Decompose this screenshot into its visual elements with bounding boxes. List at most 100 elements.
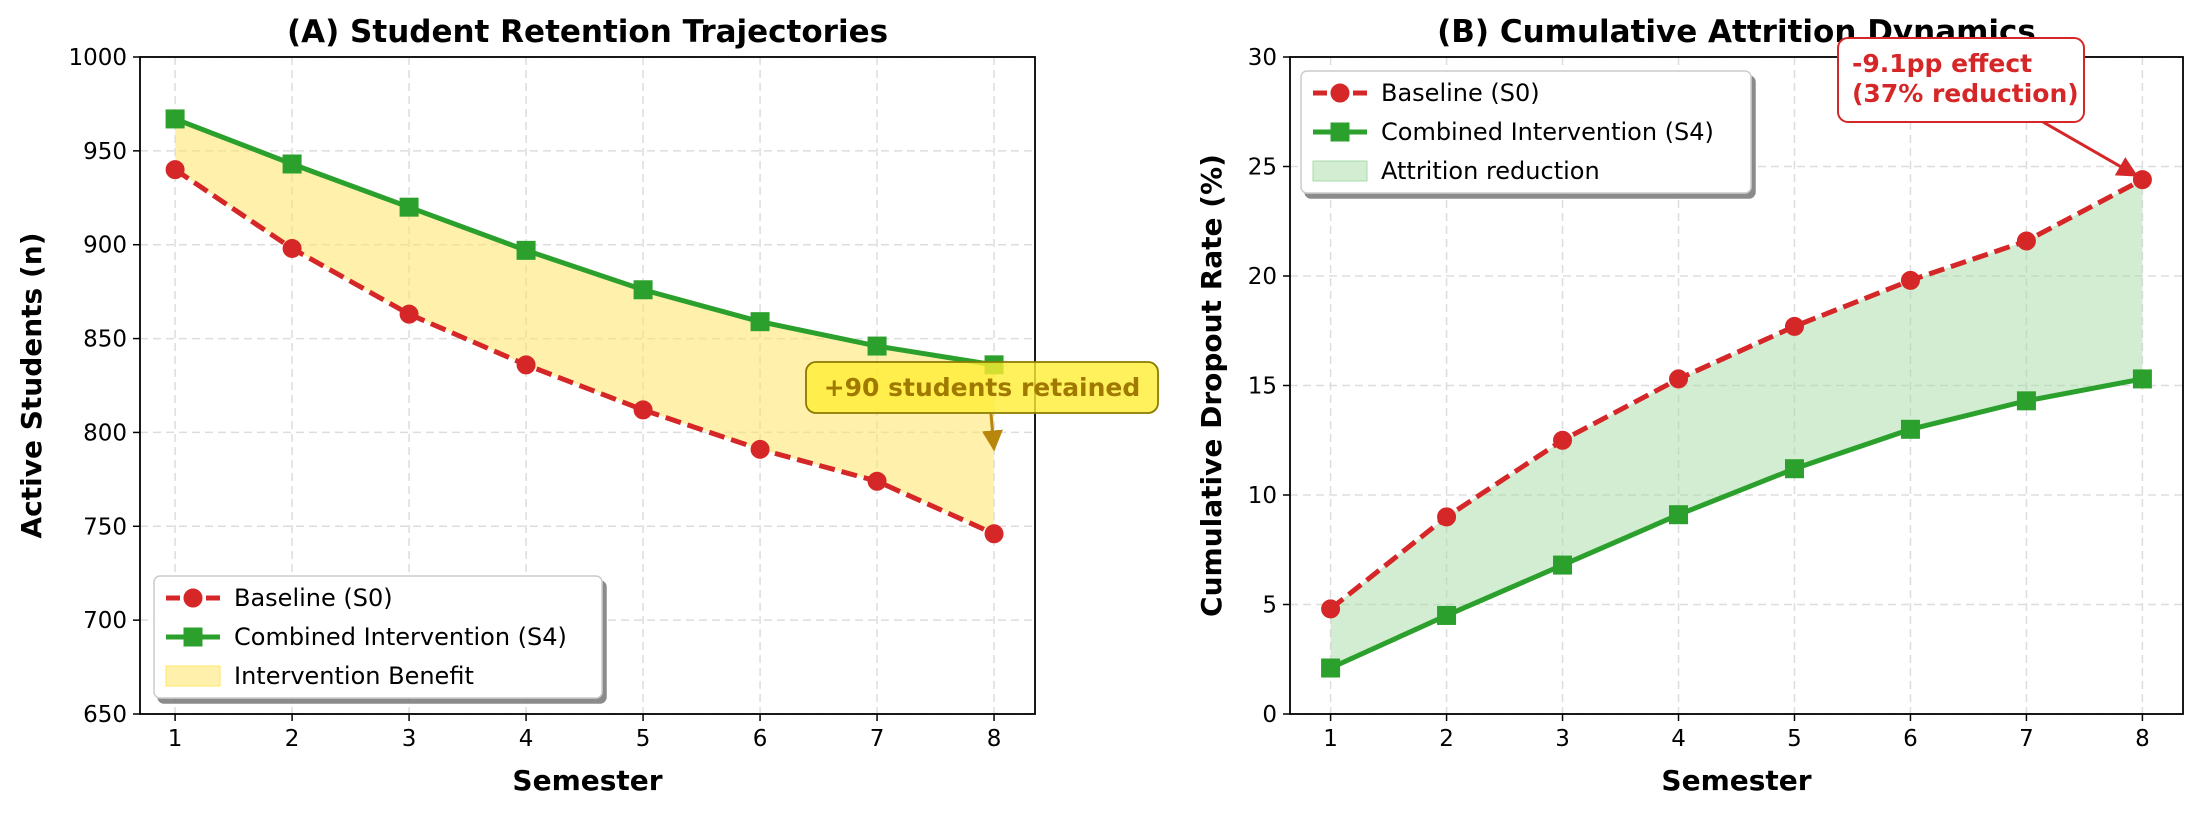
data-point <box>282 238 302 258</box>
legend: Baseline (S0) Combined Intervention (S4) A… <box>1300 70 1752 194</box>
y-tick-label: 20 <box>1248 264 1277 290</box>
y-axis-label: Active Students (n) <box>15 232 48 538</box>
annotation: -9.1pp effect(37% reduction) <box>1837 37 2139 177</box>
series-1 <box>1321 369 2152 678</box>
annotation-arrow <box>2042 120 2139 177</box>
x-tick-label: 1 <box>168 726 183 752</box>
data-point <box>984 524 1004 544</box>
annotation-box <box>805 361 1159 414</box>
data-point <box>1669 505 1689 525</box>
y-tick-label: 900 <box>83 233 127 259</box>
data-point <box>1321 658 1341 678</box>
y-tick-label: 650 <box>83 702 127 728</box>
data-point <box>282 154 302 174</box>
data-point <box>1784 316 1804 336</box>
data-point <box>1784 459 1804 479</box>
x-tick-label: 6 <box>753 726 768 752</box>
x-tick-label: 7 <box>2019 726 2034 752</box>
data-point <box>1437 507 1457 527</box>
y-tick-label: 25 <box>1248 155 1277 181</box>
x-tick-label: 2 <box>285 726 300 752</box>
y-tick-label: 10 <box>1248 483 1277 509</box>
data-point <box>750 439 770 459</box>
legend-fill-swatch <box>1312 160 1368 182</box>
x-tick-label: 6 <box>1903 726 1918 752</box>
x-tick-label: 5 <box>636 726 651 752</box>
y-tick-label: 750 <box>83 514 127 540</box>
chart-title: (A) Student Retention Trajectories <box>287 14 888 50</box>
y-tick-label: 850 <box>83 327 127 353</box>
data-point <box>2132 369 2152 389</box>
x-tick-label: 3 <box>402 726 417 752</box>
annotation-arrow <box>981 413 1003 452</box>
annotation: +90 students retained <box>805 361 1159 452</box>
legend-marker <box>183 627 203 647</box>
legend-entry: Baseline (S0) <box>234 584 393 612</box>
x-tick-label: 8 <box>2135 726 2150 752</box>
data-point <box>1900 419 1920 439</box>
x-tick-label: 1 <box>1323 726 1338 752</box>
series-line <box>1329 376 2143 671</box>
legend-entry: Attrition reduction <box>1381 157 1600 185</box>
series-0 <box>1321 170 2152 619</box>
x-tick-label: 3 <box>1555 726 1570 752</box>
annotation-text: (37% reduction) <box>1852 79 2079 108</box>
data-point <box>165 160 185 180</box>
y-tick-label: 5 <box>1262 593 1277 619</box>
data-point <box>633 400 653 420</box>
data-point <box>1437 605 1457 625</box>
data-point <box>2016 391 2036 411</box>
series-0 <box>165 160 1004 544</box>
series-line <box>1329 177 2144 611</box>
legend-box <box>153 575 603 699</box>
x-axis-label: Semester <box>1661 764 1811 797</box>
y-tick-label: 15 <box>1248 374 1277 400</box>
data-point <box>2132 170 2152 190</box>
legend-fill-swatch <box>165 665 221 687</box>
legend-marker <box>1330 83 1350 103</box>
y-axis-label: Cumulative Dropout Rate (%) <box>1195 154 1228 617</box>
y-tick-label: 700 <box>83 608 127 634</box>
legend: Baseline (S0) Combined Intervention (S4) I… <box>153 575 603 699</box>
chart-a: 1 2 3 4 5 6 7 8 650 700 750 800 850 900 950 1000 (A) Stu… <box>15 14 1159 797</box>
legend-entry: Intervention Benefit <box>234 662 474 690</box>
fill-area <box>175 118 995 534</box>
y-tick-label: 1000 <box>68 45 127 71</box>
legend-entry: Baseline (S0) <box>1381 79 1540 107</box>
legend-entry: Combined Intervention (S4) <box>1381 118 1714 146</box>
series-line <box>174 116 995 368</box>
x-axis-label: Semester <box>512 764 662 797</box>
y-tick-label: 0 <box>1262 702 1277 728</box>
data-point <box>165 109 185 129</box>
x-tick-label: 4 <box>519 726 534 752</box>
fill-area <box>1330 179 2143 669</box>
series-line <box>173 167 996 537</box>
legend-marker <box>1330 122 1350 142</box>
y-tick-label: 800 <box>83 420 127 446</box>
data-point <box>516 240 536 260</box>
data-point <box>633 280 653 300</box>
data-point <box>516 355 536 375</box>
y-tick-label: 950 <box>83 139 127 165</box>
data-point <box>750 312 770 332</box>
x-tick-label: 4 <box>1671 726 1686 752</box>
x-tick-label: 7 <box>870 726 885 752</box>
annotation-box <box>1837 37 2085 123</box>
data-point <box>1321 599 1341 619</box>
annotation-text: +90 students retained <box>824 373 1141 402</box>
data-point <box>1900 270 1920 290</box>
x-tick-label: 2 <box>1439 726 1454 752</box>
legend-box <box>1300 70 1752 194</box>
x-tick-label: 5 <box>1787 726 1802 752</box>
data-point <box>1669 369 1689 389</box>
data-point <box>867 336 887 356</box>
data-point <box>2016 231 2036 251</box>
annotation-text: -9.1pp effect <box>1852 49 2032 78</box>
data-point <box>1553 555 1573 575</box>
legend-marker <box>183 588 203 608</box>
data-point <box>399 197 419 217</box>
data-point <box>399 304 419 324</box>
legend-entry: Combined Intervention (S4) <box>234 623 567 651</box>
